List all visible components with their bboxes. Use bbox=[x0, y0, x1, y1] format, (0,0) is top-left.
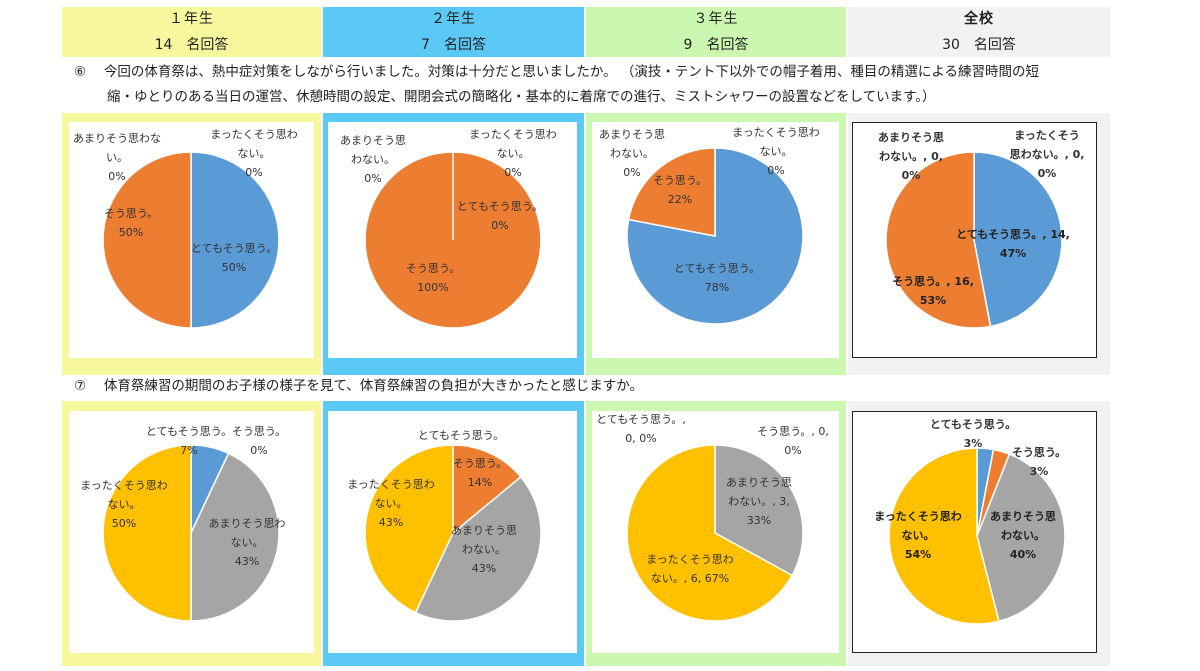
pie-slice-0 bbox=[973, 151, 1063, 328]
pie-svg: とてもそう思う。 50% そう思う。 50% あまりそう思わない。 0% まったくそう思わな… bbox=[73, 128, 298, 329]
pie-data-label: とてもそう思う。 bbox=[418, 429, 504, 442]
pie-data-label: そう思う。, 16, 53% bbox=[892, 275, 974, 307]
pie-data-label: まったくそう思わない。 0% bbox=[732, 126, 820, 177]
pie-data-label: そう思う。 0% bbox=[232, 425, 286, 457]
pie-data-label: とてもそう思う。 78% bbox=[674, 262, 760, 294]
pie-slice-2 bbox=[414, 475, 542, 622]
pie-data-label: あまりそう思わない。, 3, 33% bbox=[726, 476, 792, 527]
header-response-count: 9 名回答 bbox=[683, 37, 749, 53]
pie-slice-3 bbox=[888, 447, 1000, 625]
pie-chart-school-q6: とてもそう思う。, 14, 47% そう思う。, 16, 53% あまりそう思わない。,… bbox=[852, 122, 1097, 358]
question-6-text-1: 今回の体育祭は、熱中症対策をしながら行いました。対策は十分だと思いましたか。 （… bbox=[103, 64, 1040, 80]
pie-data-label: そう思う。 22% bbox=[653, 174, 707, 206]
pie-data-label: そう思う。 3% bbox=[1012, 446, 1066, 478]
question-6: ⑥ 今回の体育祭は、熱中症対策をしながら行いました。対策は十分だと思いましたか。… bbox=[74, 60, 1039, 110]
header-response-count: 30 名回答 bbox=[942, 37, 1016, 53]
pie-data-label: あまりそう思わない。 40% bbox=[990, 510, 1056, 561]
header-grade-label: ２年生 bbox=[431, 11, 476, 27]
pie-slice-2 bbox=[714, 444, 804, 577]
header-grade-label: ３年生 bbox=[693, 11, 739, 27]
pie-data-label: あまりそう思わない。 43% bbox=[209, 517, 286, 568]
pie-chart-school-q7: とてもそう思う。 3% そう思う。 3% あまりそう思わない。 40% まったくそう思わない… bbox=[852, 411, 1097, 653]
header-whole-school: 全校 30 名回答 bbox=[848, 7, 1110, 57]
pie-data-label: そう思う。 100% bbox=[406, 262, 460, 294]
pie-svg: とてもそう思う。, 0, 0% そう思う。, 0, 0% あまりそう思わない。, 3, 3… bbox=[596, 413, 829, 622]
pie-slice-3 bbox=[626, 444, 794, 622]
pie-slice-2 bbox=[976, 453, 1066, 623]
pie-chart-grade3-q7: とてもそう思う。, 0, 0% そう思う。, 0, 0% あまりそう思わない。, 3, 3… bbox=[592, 411, 839, 653]
pie-data-label: まったくそう思わない。 50% bbox=[80, 479, 168, 530]
question-6-text-2: 縮・ゆとりのある当日の運営、休憩時間の設定、開閉会式の簡略化・基本的に着席での進… bbox=[107, 89, 936, 105]
pie-chart-grade2-q6: とてもそう思う。 0% そう思う。 100% あまりそう思わない。 0% まったくそう思わな… bbox=[328, 122, 577, 358]
pie-svg: とてもそう思う。, 14, 47% そう思う。, 16, 53% あまりそう思わない。,… bbox=[878, 129, 1085, 329]
pie-svg: とてもそう思う。 7%そう思う。 0% あまりそう思わない。 43% まったくそう思わない… bbox=[80, 425, 286, 622]
header-grade2: ２年生 7 名回答 bbox=[323, 7, 584, 57]
pie-data-label: とてもそう思う。, 0, 0% bbox=[596, 413, 686, 445]
pie-svg: とてもそう思う。 78% そう思う。 22%あまりそう思わない。 0% まったくそう思わな… bbox=[599, 126, 820, 325]
pie-data-label: まったくそう思わない。 54% bbox=[874, 510, 962, 561]
pie-slice-0 bbox=[190, 151, 280, 329]
pie-data-label: まったくそう思わない。 0% bbox=[469, 128, 557, 179]
pie-data-label: とてもそう思う。 50% bbox=[191, 242, 277, 274]
pie-data-label: あまりそう思わない。 0% bbox=[599, 128, 665, 179]
header-grade1: １年生 14 名回答 bbox=[62, 7, 321, 57]
pie-slice-3 bbox=[102, 444, 192, 622]
pie-chart-grade2-q7: とてもそう思う。そう思う。 14% あまりそう思わない。 43% まったくそう思わない。… bbox=[328, 411, 577, 653]
pie-data-label: まったくそう思わない。 0% bbox=[210, 128, 298, 179]
header-grade-label: 全校 bbox=[964, 11, 994, 27]
pie-slice-3 bbox=[364, 444, 454, 614]
header-response-count: 7 名回答 bbox=[421, 37, 486, 53]
pie-slice-2 bbox=[190, 452, 280, 622]
pie-data-label: そう思う。, 0, 0% bbox=[757, 425, 829, 457]
pie-data-label: あまりそう思わない。, 0, 0% bbox=[878, 131, 944, 182]
pie-slice-1 bbox=[885, 151, 992, 329]
pie-data-label: まったくそう思わない。 43% bbox=[347, 478, 435, 529]
pie-data-label: まったくそう思わない。, 0, 0% bbox=[1010, 129, 1085, 180]
header-grade3: ３年生 9 名回答 bbox=[586, 7, 846, 57]
pie-slice-1 bbox=[102, 151, 192, 329]
pie-data-label: あまりそう思わない。 0% bbox=[73, 132, 161, 183]
header-response-count: 14 名回答 bbox=[154, 37, 229, 53]
question-6-number: ⑥ bbox=[74, 64, 87, 80]
pie-svg: とてもそう思う。そう思う。 14% あまりそう思わない。 43% まったくそう思わない。… bbox=[347, 429, 542, 622]
pie-data-label: そう思う。 14% bbox=[453, 457, 507, 489]
pie-data-label: あまりそう思わない。 43% bbox=[451, 524, 517, 575]
pie-data-label: とてもそう思う。 3% bbox=[930, 418, 1016, 450]
header-grade-label: １年生 bbox=[169, 11, 214, 27]
question-7: ⑦ 体育祭練習の期間のお子様の様子を見て、体育祭練習の負担が大きかったと感じます… bbox=[74, 374, 643, 399]
pie-data-label: そう思う。 50% bbox=[104, 207, 158, 239]
pie-slice-1 bbox=[452, 444, 522, 535]
pie-chart-grade3-q6: とてもそう思う。 78% そう思う。 22% あまりそう思わない。 0% まったくそう思わな… bbox=[592, 122, 839, 358]
pie-chart-grade1-q6: とてもそう思う。 50% そう思う。 50% あまりそう思わない。 0% まったくそう思わな… bbox=[69, 122, 314, 358]
pie-data-label: まったくそう思わない。, 6, 67% bbox=[646, 553, 734, 585]
question-7-text: 体育祭練習の期間のお子様の様子を見て、体育祭練習の負担が大きかったと感じますか。 bbox=[103, 378, 643, 394]
question-6-line1: ⑥ 今回の体育祭は、熱中症対策をしながら行いました。対策は十分だと思いましたか。… bbox=[74, 60, 1039, 85]
question-7-number: ⑦ bbox=[74, 378, 87, 394]
pie-data-label: あまりそう思わない。 0% bbox=[340, 134, 406, 185]
pie-svg: とてもそう思う。 0% そう思う。 100% あまりそう思わない。 0% まったくそう思わな… bbox=[340, 128, 557, 329]
pie-data-label: とてもそう思う。 7% bbox=[146, 425, 232, 457]
pie-chart-grade1-q7: とてもそう思う。 7% そう思う。 0% あまりそう思わない。 43% まったくそう思わない… bbox=[69, 411, 314, 653]
pie-svg: とてもそう思う。 3%そう思う。 3% あまりそう思わない。 40% まったくそう思わない… bbox=[874, 418, 1066, 625]
pie-data-label: とてもそう思う。 0% bbox=[457, 200, 543, 232]
pie-slice-1 bbox=[627, 147, 716, 237]
pie-data-label: とてもそう思う。, 14, 47% bbox=[956, 228, 1070, 260]
